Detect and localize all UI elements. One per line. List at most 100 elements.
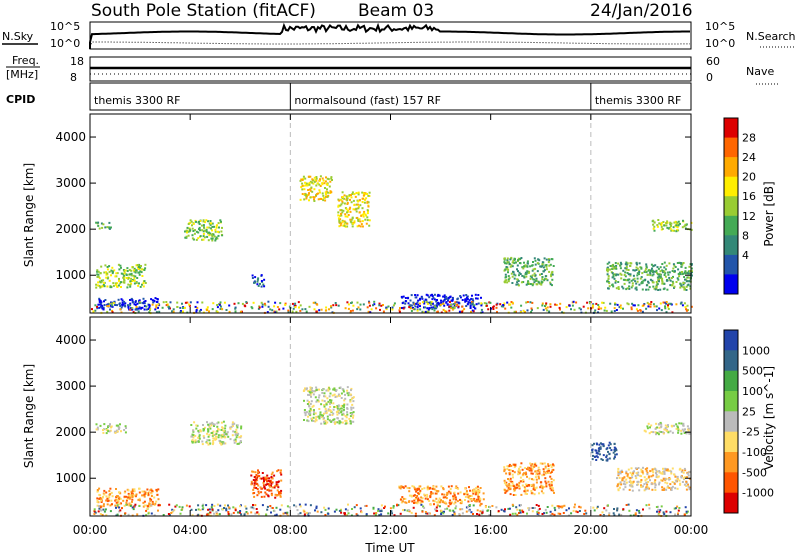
echo-cell xyxy=(513,466,516,469)
echo-cell xyxy=(645,288,648,291)
echo-cell xyxy=(362,194,365,197)
echo-cell xyxy=(288,506,291,509)
echo-cell xyxy=(521,274,524,277)
echo-cell xyxy=(351,191,354,194)
echo-cell xyxy=(168,503,171,506)
echo-cell xyxy=(211,229,213,232)
x-tick-label: 20:00 xyxy=(574,523,609,537)
echo-cell xyxy=(253,479,256,482)
echo-cell xyxy=(165,301,168,303)
echo-cell xyxy=(308,192,310,195)
colorbar-tick-label: 8 xyxy=(742,229,749,242)
echo-cell xyxy=(141,301,144,304)
echo-cell xyxy=(424,306,427,309)
echo-cell xyxy=(99,424,102,427)
echo-cell xyxy=(323,182,326,185)
echo-cell xyxy=(209,220,212,222)
echo-cell xyxy=(506,465,509,468)
echo-cell xyxy=(602,443,605,446)
echo-cell xyxy=(510,306,513,309)
colorbar-tick-label: 16 xyxy=(742,190,756,203)
echo-cell xyxy=(436,490,439,492)
echo-cell xyxy=(508,303,511,306)
echo-cell xyxy=(561,311,564,314)
echo-cell xyxy=(216,311,219,314)
echo-cell xyxy=(279,471,282,474)
echo-cell xyxy=(517,259,520,262)
echo-cell xyxy=(338,422,341,425)
colorbar-tick-label: -1000 xyxy=(742,487,774,500)
echo-cell xyxy=(481,509,484,512)
echo-cell xyxy=(684,278,686,281)
echo-cell xyxy=(307,189,310,191)
echo-cell xyxy=(330,176,333,179)
echo-cell xyxy=(120,306,123,309)
colorbar-cell xyxy=(724,350,738,372)
echo-cell xyxy=(406,486,409,489)
echo-cell xyxy=(616,507,619,510)
colorbar-cell xyxy=(724,235,738,256)
echo-cell xyxy=(679,222,681,225)
echo-cell xyxy=(664,478,667,481)
echo-cell xyxy=(453,494,456,497)
echo-cell xyxy=(602,301,605,304)
echo-cell xyxy=(304,177,307,180)
echo-cell xyxy=(360,214,363,217)
echo-cell xyxy=(144,492,147,495)
echo-cell xyxy=(511,503,514,506)
echo-cell xyxy=(161,306,164,309)
echo-cell xyxy=(534,470,537,473)
echo-cell xyxy=(194,229,196,232)
echo-cell xyxy=(318,394,321,397)
echo-cell xyxy=(367,194,370,197)
echo-cell xyxy=(250,306,253,309)
echo-cell xyxy=(320,414,323,417)
echo-cell xyxy=(261,487,264,490)
echo-cell xyxy=(255,487,258,489)
echo-cell xyxy=(670,472,673,475)
echo-cell xyxy=(635,472,638,475)
echo-cell xyxy=(646,487,649,490)
cpid-segment-label: themis 3300 RF xyxy=(94,94,181,107)
echo-cell xyxy=(545,264,548,266)
echo-cell xyxy=(528,477,531,480)
echo-cell xyxy=(645,271,648,274)
freq-label-line2: [MHz] xyxy=(6,68,38,81)
echo-cell xyxy=(434,492,437,495)
echo-cell xyxy=(299,304,302,307)
echo-cell xyxy=(671,485,674,488)
echo-cell xyxy=(531,510,534,513)
echo-cell xyxy=(650,424,653,427)
echo-cell xyxy=(143,308,146,311)
echo-cell xyxy=(116,282,119,285)
echo-cell xyxy=(634,287,637,290)
echo-cell xyxy=(336,421,339,424)
echo-cell xyxy=(138,282,140,285)
echo-cell xyxy=(425,293,428,296)
echo-cell xyxy=(459,491,462,494)
echo-cell xyxy=(438,294,441,297)
echo-cell xyxy=(492,308,495,310)
echo-cell xyxy=(608,441,611,444)
echo-cell xyxy=(287,309,290,312)
echo-cell xyxy=(106,310,109,313)
echo-cell xyxy=(208,234,211,237)
echo-cell xyxy=(670,277,673,279)
echo-cell xyxy=(664,268,667,271)
echo-cell xyxy=(196,301,199,304)
echo-cell xyxy=(125,503,128,506)
echo-cell xyxy=(143,504,146,507)
echo-cell xyxy=(244,505,247,508)
echo-cell xyxy=(409,299,412,302)
echo-cell xyxy=(405,501,408,504)
echo-cell xyxy=(591,448,594,451)
echo-cell xyxy=(98,487,101,490)
echo-cell xyxy=(364,192,367,195)
echo-cell xyxy=(640,468,643,471)
echo-cell xyxy=(447,505,450,508)
echo-cell xyxy=(531,269,534,272)
echo-cell xyxy=(211,225,214,228)
echo-cell xyxy=(620,483,623,486)
echo-cell xyxy=(517,284,520,287)
echo-cell xyxy=(557,512,560,515)
